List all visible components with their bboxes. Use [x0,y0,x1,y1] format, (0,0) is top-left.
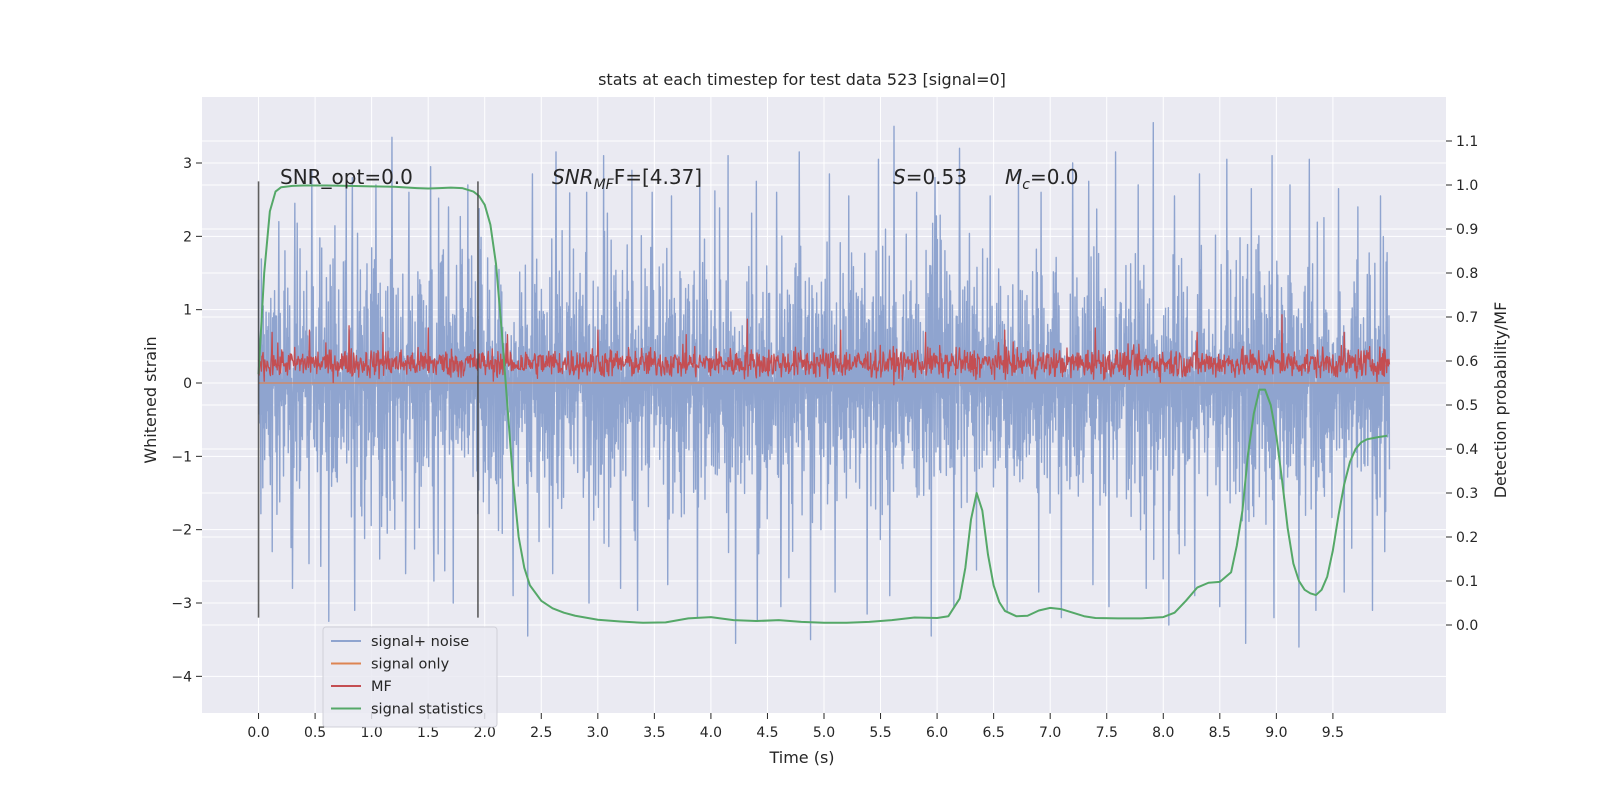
x-tick-label: 2.5 [530,725,552,741]
y-right-tick-label: 0.8 [1456,266,1478,282]
mc-rest: =0.0 [1030,165,1079,189]
x-tick-label: 1.0 [361,725,383,741]
y-right-tick-label: 0.4 [1456,442,1478,458]
x-tick-label: 6.5 [983,725,1005,741]
y-right-tick-label: 0.2 [1456,530,1478,546]
y-tick-label: 3 [183,156,192,172]
snr-mf-base: SNR [552,165,594,189]
ticks: 0.0 0.5 1.0 1.5 2.0 2.5 3.0 3.5 4.0 4.5 5.0 5.5 6.0 6… [171,134,1478,741]
y-tick-label: 2 [183,229,192,245]
x-tick-label: 4.5 [756,725,778,741]
y-axis-right-label: Detection probability/MF [1491,302,1510,499]
vertical-markers [257,181,479,618]
x-tick-label: 5.5 [869,725,891,741]
y-right-tick-label: 1.0 [1456,178,1478,194]
x-tick-label: 8.0 [1152,725,1174,741]
legend-frame [322,626,498,728]
legend-label: signal+ noise [371,634,469,650]
s-rest: =0.53 [906,165,967,189]
y-right-tick-label: 0.0 [1456,618,1478,634]
annotation-snr-opt: SNR_opt=0.0 [280,165,413,189]
y-axis-label: Whitened strain [141,336,160,463]
y-tick-label: 0 [183,376,192,392]
x-tick-label: 5.0 [813,725,835,741]
y-tick-label: −4 [171,669,192,685]
snr-mf-sub: MF [594,177,615,193]
x-tick-label: 0.5 [304,725,326,741]
y-tick-label: −1 [171,449,192,465]
y-right-tick-label: 0.5 [1456,398,1478,414]
x-tick-label: 7.5 [1096,725,1118,741]
x-tick-label: 0.0 [247,725,269,741]
series-layer [257,121,1391,648]
y-tick-label: −3 [171,596,192,612]
y-right-tick-label: 0.3 [1456,486,1478,502]
legend: signal+ noise signal only MF signal statist… [322,626,498,728]
x-tick-label: 7.0 [1039,725,1061,741]
y-tick-label: −2 [171,523,192,539]
x-tick-label: 1.5 [417,725,439,741]
annotation-mc: Mc=0.0 [1005,165,1079,193]
series-signal-plus-noise [257,121,1391,648]
x-tick-label: 4.0 [700,725,722,741]
y-right-tick-label: 1.1 [1456,134,1478,150]
mc-sub: c [1022,177,1030,193]
x-tick-label: 9.5 [1322,725,1344,741]
y-tick-label: 1 [183,303,192,319]
x-tick-label: 3.5 [643,725,665,741]
x-axis-label: Time (s) [768,748,834,767]
legend-label: MF [371,679,392,695]
y-right-tick-label: 0.6 [1456,354,1478,370]
s-sym: S [893,165,906,189]
x-tick-label: 8.5 [1209,725,1231,741]
y-right-tick-label: 0.7 [1456,310,1478,326]
y-right-tick-label: 0.9 [1456,222,1478,238]
annotation-snr-mf: SNRMFF=[4.37] [552,165,702,193]
chart-title: stats at each timestep for test data 523… [598,70,1006,89]
series-signal-statistics [257,184,1388,624]
legend-label: signal only [371,657,450,673]
mc-base: M [1005,165,1022,189]
legend-label: signal statistics [371,702,483,718]
y-right-tick-label: 0.1 [1456,574,1478,590]
annotation-s: S=0.53 [893,165,967,189]
x-tick-label: 9.0 [1265,725,1287,741]
series-mf [257,314,1391,386]
x-tick-label: 2.0 [474,725,496,741]
snr-mf-rest: F=[4.37] [614,165,702,189]
x-tick-label: 3.0 [587,725,609,741]
x-tick-label: 6.0 [926,725,948,741]
